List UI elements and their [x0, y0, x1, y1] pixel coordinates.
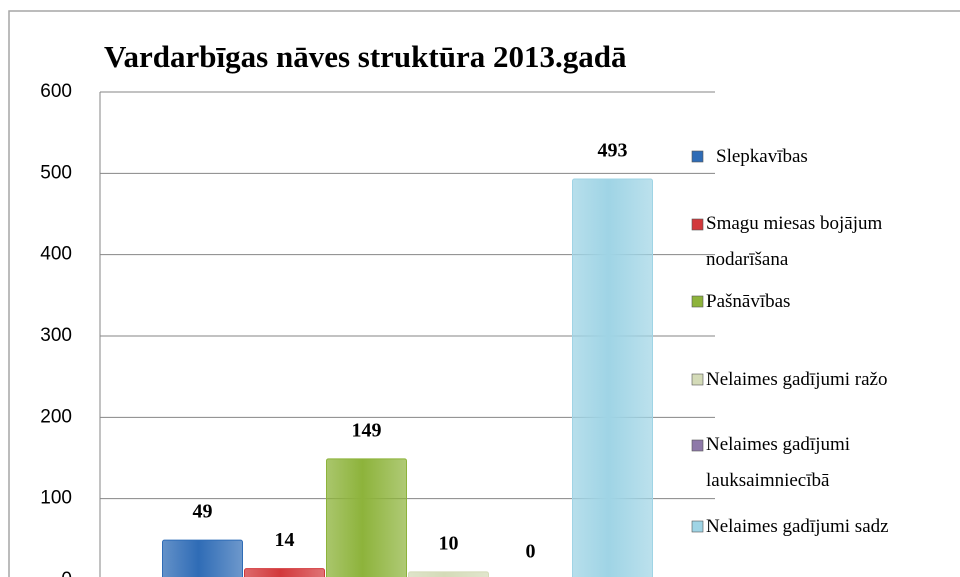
- frame: [8, 10, 960, 577]
- value-label: 0: [526, 541, 536, 563]
- legend-swatch: [691, 439, 704, 452]
- bar: [326, 458, 407, 577]
- legend-swatch: [691, 150, 704, 163]
- value-label: 493: [598, 140, 628, 162]
- legend-label: Nelaimes gadījumi lauksaimniecībā: [706, 434, 851, 491]
- y-tick-label: 100: [40, 488, 72, 509]
- legend-label: Slepkavības: [716, 146, 808, 167]
- legend-swatch: [691, 218, 704, 231]
- bar: [572, 178, 653, 577]
- bar: [244, 568, 325, 577]
- value-label: 149: [352, 419, 382, 441]
- value-label: 14: [275, 529, 295, 551]
- y-tick-label: 300: [40, 325, 72, 346]
- legend-label: Smagu miesas bojājum nodarīšana: [706, 213, 883, 270]
- legend-swatch: [691, 295, 704, 308]
- legend-label: Nelaimes gadījumi sadz: [706, 516, 889, 537]
- legend-swatch: [691, 520, 704, 533]
- legend-label: Nelaimes gadījumi ražo: [706, 369, 888, 390]
- y-tick-label: 600: [40, 81, 72, 102]
- y-tick-label: 200: [40, 406, 72, 427]
- y-tick-label: 400: [40, 244, 72, 265]
- legend-swatch: [691, 373, 704, 386]
- chart-title: Vardarbīgas nāves struktūra 2013.gadā: [104, 39, 627, 74]
- y-tick-label: 500: [40, 162, 72, 183]
- value-label: 49: [193, 501, 213, 523]
- bar: [162, 539, 243, 577]
- value-label: 10: [439, 532, 459, 554]
- legend-label: Pašnāvības: [706, 291, 791, 312]
- y-tick-label: 0: [61, 569, 72, 577]
- bar: [408, 571, 489, 577]
